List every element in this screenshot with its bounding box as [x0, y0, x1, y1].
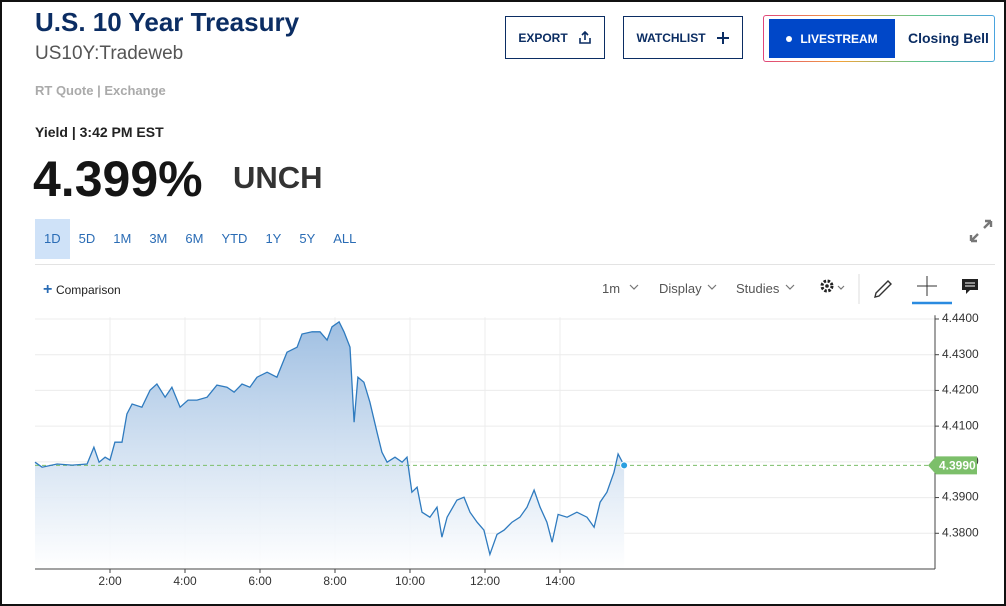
security-title: U.S. 10 Year Treasury — [35, 7, 300, 37]
y-tick-label: 4.4200 — [942, 383, 979, 397]
y-tick-label: 4.4100 — [942, 418, 979, 432]
x-tick-label: 2:00 — [98, 574, 122, 588]
range-tab[interactable]: 1Y — [265, 231, 282, 246]
divider — [35, 264, 995, 265]
livestream-button[interactable]: LIVESTREAM — [769, 19, 895, 58]
range-tab[interactable]: 1D — [35, 219, 70, 259]
range-tab[interactable]: ALL — [333, 231, 357, 246]
livestream-label: LIVESTREAM — [800, 31, 878, 46]
plus-icon — [716, 31, 729, 44]
export-icon — [578, 30, 591, 44]
comparison-button[interactable]: + Comparison — [43, 281, 121, 298]
y-tick-label: 4.3800 — [942, 525, 979, 539]
expand-icon[interactable] — [968, 218, 994, 244]
toolbar-icons — [629, 274, 978, 305]
comparison-label: Comparison — [55, 283, 121, 297]
display-menu[interactable]: Display — [659, 281, 702, 296]
price-change: UNCH — [233, 160, 323, 195]
chart: 4.38004.39004.40004.41004.42004.43004.44… — [34, 311, 979, 588]
quote-source: RT Quote | Exchange — [35, 83, 166, 98]
export-button[interactable]: EXPORT — [505, 16, 605, 59]
studies-menu[interactable]: Studies — [736, 281, 779, 296]
range-tabs: 1D 5D 1M 3M 6M YTD 1Y 5Y ALL — [35, 219, 365, 259]
reference-tag — [928, 456, 977, 475]
price-line — [34, 320, 625, 557]
range-tab[interactable]: 5Y — [299, 231, 316, 246]
range-tab[interactable]: 1M — [113, 231, 132, 246]
range-tab[interactable]: 6M — [185, 231, 204, 246]
livestream-box: LIVESTREAM Closing Bell — [763, 15, 995, 62]
range-tab[interactable]: 3M — [149, 231, 168, 246]
range-tab[interactable]: 5D — [78, 231, 96, 246]
x-tick-label: 14:00 — [545, 574, 575, 588]
x-tick-label: 6:00 — [248, 574, 272, 588]
price: 4.399% — [33, 151, 203, 207]
reference-label: 4.3990 — [939, 459, 976, 473]
x-tick-label: 12:00 — [470, 574, 500, 588]
quote-time: Yield | 3:42 PM EST — [35, 124, 164, 140]
y-tick-label: 4.4300 — [942, 347, 979, 361]
area-fill — [35, 321, 625, 569]
y-tick-label: 4.4400 — [942, 311, 979, 325]
x-tick-label: 4:00 — [173, 574, 197, 588]
x-tick-label: 8:00 — [323, 574, 347, 588]
display-label: Display — [659, 281, 702, 296]
watchlist-label: WATCHLIST — [636, 30, 706, 45]
y-tick-label: 4.3900 — [942, 490, 979, 504]
last-point — [620, 461, 629, 470]
show-name[interactable]: Closing Bell — [908, 30, 989, 46]
x-tick-label: 10:00 — [395, 574, 425, 588]
security-symbol: US10Y:Tradeweb — [35, 43, 184, 64]
watchlist-button[interactable]: WATCHLIST — [623, 16, 743, 59]
interval-label: 1m — [602, 281, 621, 296]
interval-menu[interactable]: 1m — [602, 281, 620, 296]
export-label: EXPORT — [518, 30, 568, 45]
studies-label: Studies — [736, 281, 780, 296]
range-tab[interactable]: YTD — [221, 231, 248, 246]
